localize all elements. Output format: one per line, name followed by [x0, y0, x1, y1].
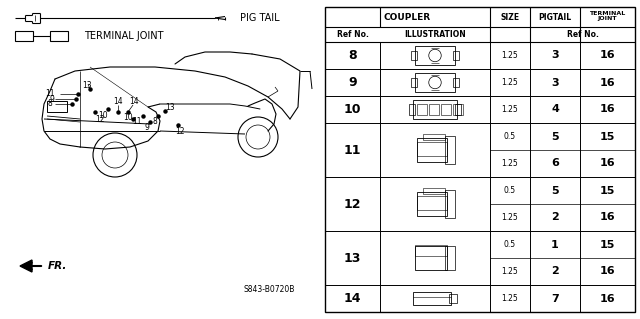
- Text: 16: 16: [600, 105, 615, 115]
- Text: 1.25: 1.25: [502, 213, 518, 222]
- Text: 8: 8: [152, 117, 157, 127]
- Bar: [413, 100, 457, 119]
- Bar: [15, 31, 33, 41]
- Text: TERMINAL
JOINT: TERMINAL JOINT: [589, 11, 626, 21]
- Bar: [423, 134, 445, 140]
- Text: 13: 13: [82, 81, 92, 91]
- Text: 1: 1: [551, 240, 559, 249]
- Bar: [417, 192, 447, 216]
- Bar: [455, 104, 461, 115]
- Text: 16: 16: [600, 212, 615, 222]
- Text: S843-B0720B: S843-B0720B: [244, 285, 295, 293]
- Bar: [413, 292, 451, 305]
- Text: ILLUSTRATION: ILLUSTRATION: [404, 30, 466, 39]
- Text: 9: 9: [49, 94, 54, 103]
- Text: 7: 7: [551, 293, 559, 303]
- Bar: [415, 46, 455, 65]
- Text: 1.25: 1.25: [502, 159, 518, 168]
- Text: 5: 5: [551, 186, 559, 196]
- Text: 14: 14: [113, 98, 123, 107]
- Bar: [411, 51, 417, 60]
- Bar: [415, 245, 447, 256]
- Circle shape: [246, 125, 270, 149]
- Bar: [415, 246, 447, 270]
- Bar: [417, 196, 447, 211]
- Text: FR.: FR.: [48, 261, 67, 271]
- Circle shape: [102, 142, 128, 168]
- Circle shape: [93, 133, 137, 177]
- Text: 3: 3: [551, 78, 559, 87]
- Text: 0.5: 0.5: [504, 186, 516, 195]
- Bar: [417, 104, 427, 115]
- Bar: [417, 138, 447, 162]
- Bar: [47, 101, 67, 112]
- Text: 1.25: 1.25: [502, 267, 518, 276]
- Text: 11: 11: [132, 117, 141, 127]
- Text: 9: 9: [145, 123, 149, 132]
- Text: 11: 11: [45, 90, 55, 99]
- Bar: [445, 246, 455, 270]
- Bar: [415, 73, 455, 92]
- Bar: [429, 104, 439, 115]
- Bar: [453, 51, 459, 60]
- Polygon shape: [20, 260, 32, 272]
- Text: 16: 16: [600, 293, 615, 303]
- Bar: [50, 31, 68, 41]
- Text: 1.25: 1.25: [502, 294, 518, 303]
- Bar: [449, 294, 457, 303]
- Bar: [453, 104, 463, 115]
- Bar: [445, 136, 455, 164]
- Text: 14: 14: [129, 98, 139, 107]
- Text: 1.25: 1.25: [502, 105, 518, 114]
- Text: 15: 15: [600, 186, 615, 196]
- Text: PIGTAIL: PIGTAIL: [538, 12, 572, 21]
- Text: 1.25: 1.25: [502, 78, 518, 87]
- Text: 12: 12: [95, 115, 105, 123]
- Text: 9: 9: [348, 76, 357, 89]
- Bar: [409, 104, 415, 115]
- Circle shape: [238, 117, 278, 157]
- Text: 14: 14: [344, 292, 361, 305]
- Text: 10: 10: [123, 114, 133, 122]
- Text: 10: 10: [99, 110, 108, 120]
- Text: 15: 15: [600, 131, 615, 142]
- Text: 13: 13: [165, 102, 175, 112]
- Text: 13: 13: [344, 251, 361, 264]
- Bar: [445, 190, 455, 218]
- Text: 0.5: 0.5: [504, 132, 516, 141]
- Text: 2: 2: [551, 266, 559, 277]
- Text: SIZE: SIZE: [500, 12, 520, 21]
- Text: 12: 12: [344, 197, 361, 211]
- Bar: [423, 188, 445, 194]
- Text: 16: 16: [600, 50, 615, 61]
- Text: 1.25: 1.25: [502, 51, 518, 60]
- Text: 16: 16: [600, 266, 615, 277]
- Text: 0.5: 0.5: [504, 240, 516, 249]
- Text: PIG TAIL: PIG TAIL: [240, 13, 280, 23]
- Text: TERMINAL JOINT: TERMINAL JOINT: [84, 31, 163, 41]
- Text: 16: 16: [600, 159, 615, 168]
- Text: 4: 4: [551, 105, 559, 115]
- Text: 11: 11: [344, 144, 361, 157]
- Bar: [417, 142, 447, 156]
- Text: 3: 3: [551, 50, 559, 61]
- Bar: [441, 104, 451, 115]
- Text: Ref No.: Ref No.: [337, 30, 369, 39]
- Text: 5: 5: [551, 131, 559, 142]
- Text: 15: 15: [600, 240, 615, 249]
- Text: 16: 16: [600, 78, 615, 87]
- Text: 2: 2: [551, 212, 559, 222]
- Text: 8: 8: [47, 100, 52, 108]
- Text: 8: 8: [348, 49, 357, 62]
- Bar: [453, 78, 459, 87]
- Text: 10: 10: [344, 103, 361, 116]
- Text: 12: 12: [175, 127, 185, 136]
- Text: COUPLER: COUPLER: [384, 12, 431, 21]
- Text: Ref No.: Ref No.: [566, 30, 598, 39]
- Text: 6: 6: [551, 159, 559, 168]
- Bar: [325, 7, 635, 312]
- Bar: [411, 78, 417, 87]
